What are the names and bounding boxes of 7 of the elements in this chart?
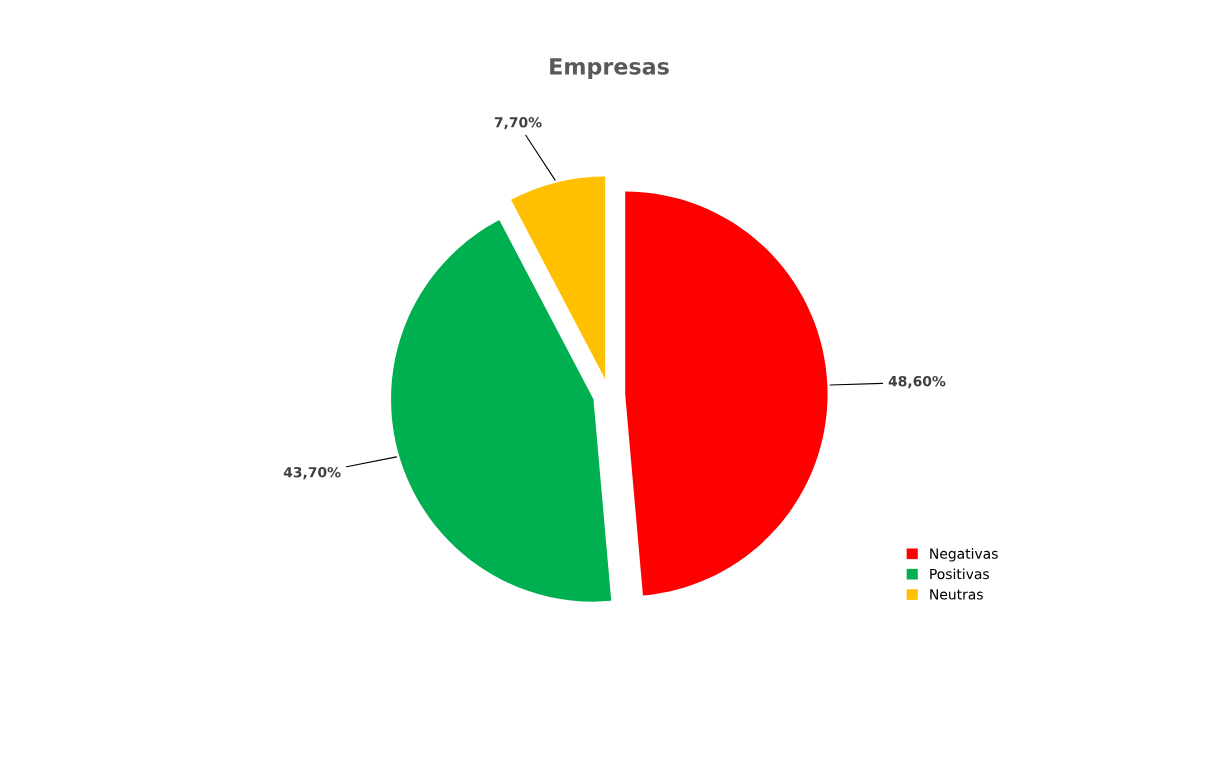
data-label: 43,70% (283, 466, 341, 480)
data-label: 48,60% (888, 375, 946, 389)
legend-label: Neutras (930, 589, 983, 600)
chart-title: Empresas (550, 58, 669, 80)
legend-label: Positivas (930, 568, 989, 580)
legend-label: Negativas (930, 548, 998, 562)
data-label: 7,70% (494, 117, 542, 130)
